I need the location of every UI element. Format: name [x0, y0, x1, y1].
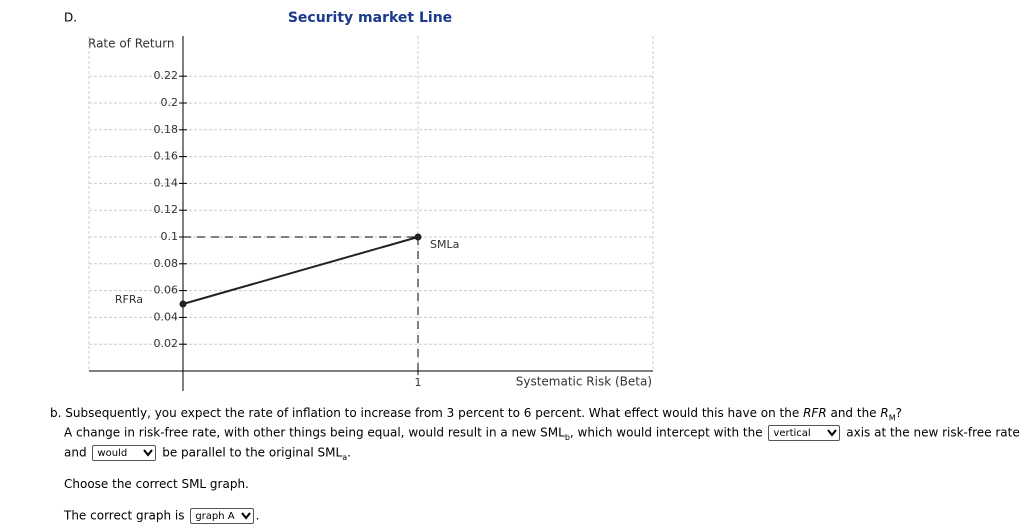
dropdown[interactable]: vertical	[768, 425, 841, 441]
prompt-text: ?	[895, 406, 902, 420]
sentence-text: .	[347, 445, 351, 460]
answer: The correct graph is graph A.	[64, 508, 259, 524]
y-axis-label: Rate of Return	[88, 37, 175, 51]
prompt-text: M	[888, 413, 896, 423]
dropdown-value: would	[97, 447, 128, 459]
point	[179, 300, 187, 308]
prompt: b. Subsequently, you expect the rate of …	[50, 406, 902, 422]
y-tick-label: 0.22	[154, 69, 179, 82]
instruction: Choose the correct SML graph.	[64, 477, 249, 491]
chevron	[143, 449, 154, 457]
point	[414, 233, 422, 241]
sentence: and would be parallel to the original SM…	[64, 445, 351, 462]
x-axis-label: Systematic Risk (Beta)	[516, 375, 652, 389]
y-tick-label: 0.08	[154, 257, 179, 270]
part-label: D.	[64, 11, 77, 25]
y-tick-label: 0.12	[154, 203, 179, 216]
y-tick-label: 0.04	[154, 310, 179, 323]
y-tick-label: 0.18	[154, 123, 179, 136]
sentence-text: b	[564, 432, 570, 442]
prompt-text: b. Subsequently, you expect the rate of …	[50, 406, 804, 420]
y-tick-label: 0.06	[154, 284, 179, 297]
y-tick-label: 0.14	[154, 176, 179, 189]
prompt-text: R	[880, 406, 889, 420]
dropdown[interactable]: would	[92, 445, 157, 461]
answer-text: .	[255, 508, 260, 523]
y-tick-label: 0.1	[161, 230, 179, 243]
annotation: RFRa	[115, 293, 143, 306]
y-tick-label: 0.16	[154, 150, 179, 163]
sentence-text: be parallel to the original SML	[162, 445, 343, 460]
sentence: A change in risk-free rate, with other t…	[64, 425, 1020, 442]
y-tick-label: 0.02	[154, 337, 179, 350]
series-line	[182, 236, 419, 305]
x-tick-label: 1	[415, 376, 422, 389]
dropdown[interactable]: graph A	[190, 508, 254, 524]
y-tick-label: 0.2	[161, 96, 179, 109]
prompt-text: and the	[826, 406, 881, 420]
sentence-text: a	[342, 452, 348, 462]
answer-text: The correct graph is	[64, 508, 185, 523]
annotation: SMLa	[430, 238, 459, 251]
dropdown-value: vertical	[773, 427, 811, 439]
prompt-text: RFR	[803, 406, 827, 420]
chart-title: Security market Line	[288, 10, 452, 26]
dropdown-value: graph A	[195, 510, 235, 522]
chevron	[827, 429, 838, 437]
chevron	[240, 512, 251, 520]
sentence-text: A change in risk-free rate, with other t…	[64, 425, 565, 440]
sentence-text: axis at the new risk-free rate	[842, 425, 1020, 440]
sentence-text: , which would intercept with the	[569, 425, 767, 440]
sentence-text: and	[64, 445, 87, 460]
chart: D. Security market Line Rate of Return S…	[64, 10, 654, 391]
